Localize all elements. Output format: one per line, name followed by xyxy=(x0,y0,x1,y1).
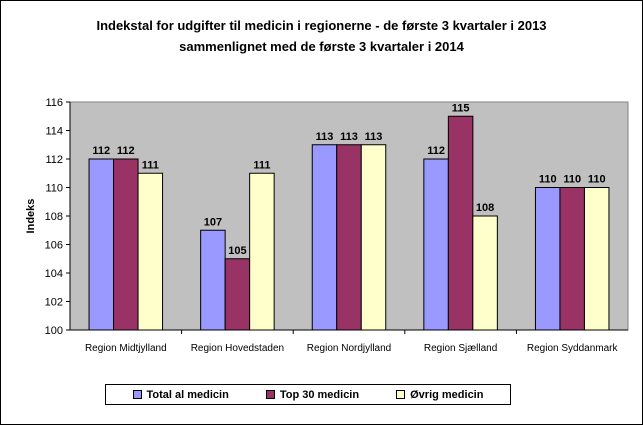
bar xyxy=(200,229,226,331)
y-tick-label: 102 xyxy=(45,297,63,309)
y-tick-label: 100 xyxy=(45,325,63,337)
bar xyxy=(336,144,362,331)
data-label: 111 xyxy=(253,159,270,171)
data-label: 110 xyxy=(588,174,606,186)
data-label: 113 xyxy=(340,131,358,143)
legend: Total al medicin Top 30 medicin Øvrig me… xyxy=(105,384,511,405)
data-label: 108 xyxy=(476,202,494,214)
y-axis-title: Indeks xyxy=(25,199,37,234)
y-tick-label: 116 xyxy=(45,97,63,109)
x-tick-label: Region Syddanmark xyxy=(527,343,619,354)
bar xyxy=(559,187,585,331)
bar xyxy=(360,144,387,331)
data-label: 112 xyxy=(92,145,110,157)
data-label: 113 xyxy=(365,131,383,143)
bar xyxy=(423,158,449,331)
legend-label-top30: Top 30 medicin xyxy=(279,388,360,401)
bar xyxy=(311,144,338,331)
y-tick-label: 110 xyxy=(45,183,63,195)
legend-label-oevrig: Øvrig medicin xyxy=(410,388,484,401)
data-label: 110 xyxy=(563,174,581,186)
chart-title: Indekstal for udgifter til medicin i reg… xyxy=(1,15,642,57)
bar xyxy=(137,172,164,331)
legend-item-top30: Top 30 medicin xyxy=(265,388,360,401)
data-label: 105 xyxy=(228,245,246,257)
data-label: 113 xyxy=(316,131,334,143)
legend-item-total: Total al medicin xyxy=(132,388,229,401)
y-tick-label: 112 xyxy=(45,154,63,166)
data-label: 112 xyxy=(427,145,445,157)
bar xyxy=(583,187,610,331)
x-tick-label: Region Midtjylland xyxy=(85,343,167,354)
x-tick-label: Region Nordjylland xyxy=(307,343,392,354)
legend-label-total: Total al medicin xyxy=(146,388,229,401)
y-tick-label: 114 xyxy=(45,126,63,138)
bar xyxy=(224,258,251,331)
bar xyxy=(534,187,561,331)
x-tick-label: Region Hovedstaden xyxy=(191,343,284,354)
legend-swatch-top30 xyxy=(265,390,275,399)
data-label: 112 xyxy=(117,145,135,157)
legend-swatch-total xyxy=(132,390,142,399)
y-tick-label: 104 xyxy=(45,268,63,280)
bar xyxy=(88,158,115,331)
bar xyxy=(472,215,498,331)
legend-swatch-oevrig xyxy=(396,390,406,399)
y-tick-label: 106 xyxy=(45,240,63,252)
legend-item-oevrig: Øvrig medicin xyxy=(396,389,483,401)
bar xyxy=(113,158,139,331)
chart-title-line-1: Indekstal for udgifter til medicin i reg… xyxy=(96,18,547,33)
x-tick-label: Region Sjælland xyxy=(424,343,497,354)
data-label: 107 xyxy=(204,216,222,228)
bar xyxy=(249,172,275,331)
chart-title-line-2: sammenlignet med de første 3 kvartaler i… xyxy=(179,39,464,54)
bar xyxy=(447,115,474,331)
y-tick-label: 108 xyxy=(45,211,63,223)
data-label: 115 xyxy=(452,102,470,114)
data-label: 111 xyxy=(142,159,159,171)
data-label: 110 xyxy=(539,174,557,186)
